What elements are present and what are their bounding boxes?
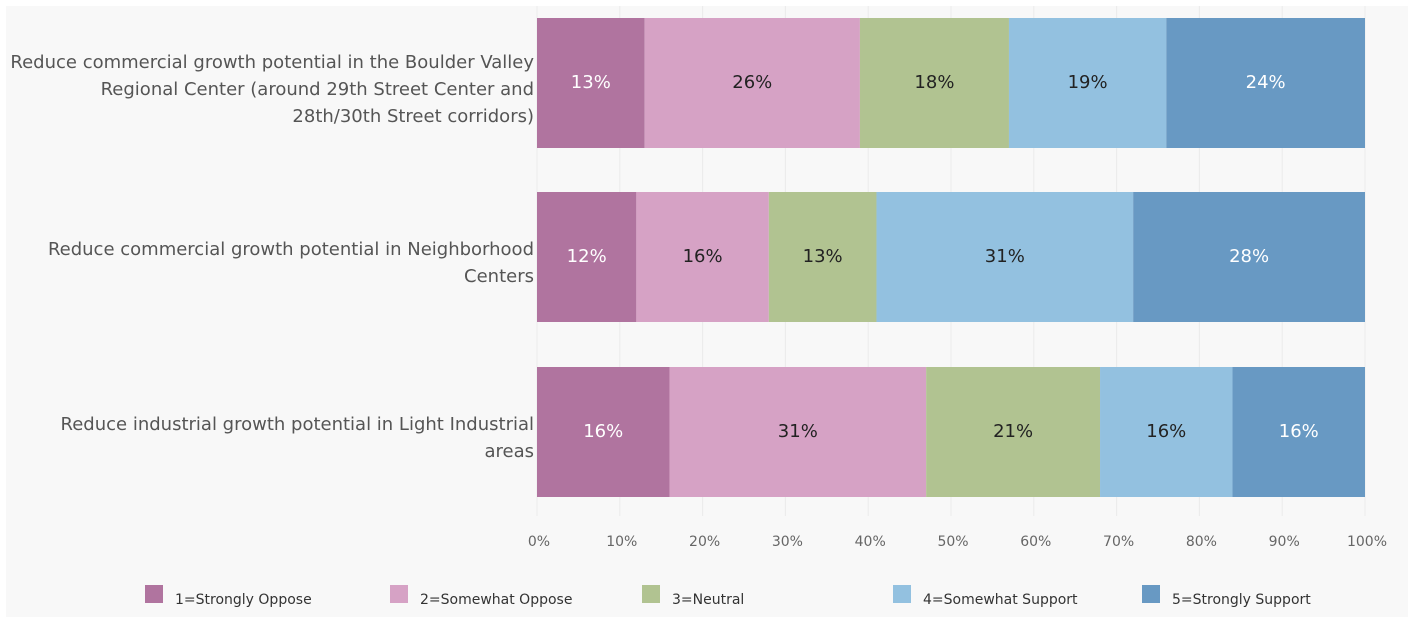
data-label: 24%	[1246, 72, 1286, 93]
bar-segment	[644, 18, 860, 148]
x-tick-label: 20%	[689, 534, 720, 550]
bar-segment	[1166, 18, 1365, 148]
legend-swatch	[1142, 585, 1160, 603]
legend-swatch	[642, 585, 660, 603]
x-tick-label: 10%	[606, 534, 637, 550]
bar-segment	[768, 192, 877, 322]
data-label: 31%	[985, 246, 1025, 267]
data-label: 21%	[993, 421, 1033, 442]
bar-segment	[537, 192, 637, 322]
x-tick-label: 90%	[1269, 534, 1300, 550]
category-label: Reduce commercial growth potential in Ne…	[47, 239, 534, 287]
data-label: 13%	[803, 246, 843, 267]
legend-label: 3=Neutral	[672, 592, 745, 608]
data-label: 13%	[571, 72, 611, 93]
data-label: 28%	[1229, 246, 1269, 267]
bar-segment	[1100, 367, 1233, 497]
x-tick-label: 0%	[528, 534, 550, 550]
data-label: 26%	[732, 72, 772, 93]
bar-segment	[537, 367, 670, 497]
x-tick-label: 30%	[772, 534, 803, 550]
legend-swatch	[145, 585, 163, 603]
legend-label: 4=Somewhat Support	[923, 592, 1078, 608]
bar-segment	[1133, 192, 1365, 322]
data-label: 18%	[914, 72, 954, 93]
bar-segment	[876, 192, 1134, 322]
x-tick-label: 80%	[1186, 534, 1217, 550]
category-label: Reduce industrial growth potential in Li…	[60, 414, 534, 462]
legend-label: 1=Strongly Oppose	[175, 592, 312, 608]
legend-swatch	[893, 585, 911, 603]
data-label: 16%	[1146, 421, 1186, 442]
category-label: Reduce commercial growth potential in th…	[10, 51, 534, 127]
data-label: 12%	[567, 246, 607, 267]
plot: 0% 10% 20% 30% 40% 50% 60% 70% 80% 90% 100% 13% 26% 1…	[145, 6, 1387, 603]
bar-segment	[926, 367, 1101, 497]
legend-label: 2=Somewhat Oppose	[420, 592, 573, 608]
bar-segment	[669, 367, 927, 497]
x-tick-label: 60%	[1020, 534, 1051, 550]
bar-segment	[1232, 367, 1365, 497]
data-label: 16%	[1279, 421, 1319, 442]
data-label: 31%	[778, 421, 818, 442]
bar-segment	[636, 192, 769, 322]
data-label: 16%	[683, 246, 723, 267]
bar-segment	[1008, 18, 1167, 148]
data-label: 16%	[583, 421, 623, 442]
bar-segment	[537, 18, 645, 148]
x-tick-label: 50%	[937, 534, 968, 550]
legend-swatch	[390, 585, 408, 603]
bar-segment	[859, 18, 1009, 148]
x-tick-label: 100%	[1347, 534, 1387, 550]
data-label: 19%	[1068, 72, 1108, 93]
x-tick-label: 70%	[1103, 534, 1134, 550]
x-tick-label: 40%	[855, 534, 886, 550]
legend-label: 5=Strongly Support	[1172, 592, 1311, 608]
